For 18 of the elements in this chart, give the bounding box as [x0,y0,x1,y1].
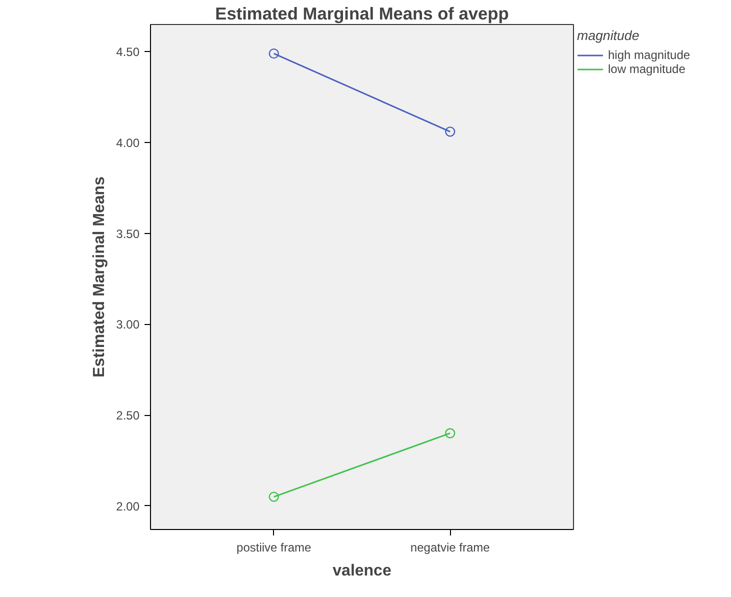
legend-label: high magnitude [608,48,690,62]
x-tick-label: postiive frame [236,540,312,554]
y-tick-label: 3.50 [116,226,140,241]
point [445,428,456,438]
point [268,48,279,59]
point [445,126,456,137]
y-tick-label: 3.00 [116,318,140,332]
y-tick-label: 4.50 [116,45,140,60]
x-axis-title: valence [332,562,392,580]
point [268,492,279,502]
chart-title: Estimated Marginal Means of avepp [215,4,509,24]
y-tick-label: 2.00 [116,499,140,514]
legend-title: magnitude [577,28,640,43]
y-axis-title: Estimated Marginal Means [91,176,108,378]
y-tick-label: 2.50 [116,408,140,423]
y-tick-label: 4.00 [116,136,140,150]
legend-label: low magnitude [608,62,686,76]
x-tick-label: negatvie frame [410,540,490,554]
